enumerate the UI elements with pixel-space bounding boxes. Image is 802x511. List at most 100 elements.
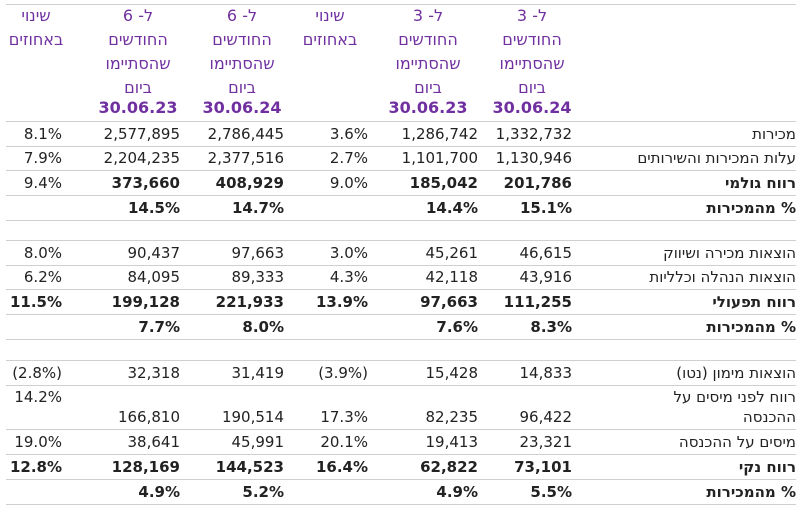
row-label: רווח תפעולי [712,293,796,311]
header-line: שהסתיימו [105,54,171,73]
header-line: ל- 6 [122,6,154,25]
cell-chg6: (2.8%) [12,364,62,382]
header-line: שהסתיימו [499,54,565,73]
cell-6m-2023: 84,095 [127,268,181,286]
cell-6m-2024: 190,514 [221,408,284,426]
cell-chg3: 3.0% [329,244,368,262]
cell-3m-2024: 1,130,946 [495,149,572,167]
row-label: רווח גולמי [724,174,796,192]
row-income-tax: 19.0% 38,641 45,991 20.1% 19,413 23,321 … [6,430,796,455]
row-label: % מהמכירות [706,318,796,336]
row-net-margin: 4.9% 5.2% 4.9% 5.5% % מהמכירות [6,480,796,505]
cell-3m-2024: 5.5% [530,483,572,501]
cell-6m-2024: 144,523 [215,458,284,476]
header-line: שינוי [21,6,51,25]
cell-6m-2023: 2,577,895 [103,125,180,143]
row-admin-expenses: 6.2% 84,095 89,333 4.3% 42,118 43,916 הו… [6,265,796,290]
cell-6m-2024: 5.2% [242,483,284,501]
header-3m-2024: ל- 3 החודשים שהסתיימו ביום [482,4,582,100]
header-chg6: שינוי באחוזים [2,4,70,52]
header-line: ל- 6 [226,6,258,25]
row-label-line1: רווח לפני מיסים על [673,388,797,406]
cell-6m-2023: 4.9% [138,483,180,501]
cell-6m-2023: 90,437 [127,244,181,262]
cell-chg6: 6.2% [23,268,62,286]
cell-chg6: 19.0% [14,433,62,451]
cell-3m-2023: 4.9% [436,483,478,501]
row-operating-profit: 11.5% 199,128 221,933 13.9% 97,663 111,2… [6,290,796,315]
cell-3m-2023: 82,235 [425,408,479,426]
header-line: שהסתיימו [209,54,275,73]
cell-6m-2023: 199,128 [111,293,180,311]
cell-chg6: 11.5% [9,293,62,311]
cell-chg6: 12.8% [9,458,62,476]
row-label: הוצאות הנהלה וכלליות [649,268,796,286]
cell-3m-2024: 96,422 [519,408,573,426]
cell-3m-2023: 7.6% [436,318,478,336]
cell-6m-2023: 128,169 [111,458,180,476]
cell-6m-2023: 38,641 [127,433,181,451]
top-rule [6,4,796,5]
cell-3m-2023: 1,101,700 [401,149,478,167]
cell-3m-2024: 15.1% [519,199,572,217]
cell-3m-2024: 201,786 [503,174,572,192]
cell-chg3: 9.0% [329,174,368,192]
cell-6m-2023: 32,318 [127,364,181,382]
cell-3m-2024: 23,321 [519,433,573,451]
row-sales: 8.1% 2,577,895 2,786,445 3.6% 1,286,742 … [6,121,796,147]
header-line: החודשים [212,30,272,49]
cell-6m-2024: 408,929 [215,174,284,192]
cell-chg3: 16.4% [315,458,368,476]
header-line: באחוזים [302,30,358,49]
row-label: הוצאות מימון (נטו) [676,364,796,382]
cell-chg6: 7.9% [23,149,62,167]
cell-chg3: 4.3% [329,268,368,286]
cell-3m-2023: 62,822 [420,458,478,476]
cell-chg3: 17.3% [320,408,368,426]
row-label: הוצאות מכירה ושיווק [663,244,796,262]
cell-6m-2023: 2,204,235 [103,149,180,167]
cell-6m-2024: 2,786,445 [207,125,284,143]
cell-6m-2024: 45,991 [231,433,285,451]
cell-6m-2024: 97,663 [231,244,285,262]
cell-3m-2024: 73,101 [514,458,572,476]
header-line: ביום [124,78,152,97]
cell-chg6: 9.4% [23,174,62,192]
cell-chg6: 8.1% [23,125,62,143]
header-line: החודשים [108,30,168,49]
row-gross-margin: 14.5% 14.7% 14.4% 15.1% % מהמכירות [6,196,796,221]
cell-6m-2024: 8.0% [242,318,284,336]
header-line: שהסתיימו [395,54,461,73]
header-line: שינוי [315,6,345,25]
row-finance-expenses: (2.8%) 32,318 31,419 (3.9%) 15,428 14,83… [6,360,796,386]
row-label: רווח נקי [738,458,796,476]
cell-6m-2023: 7.7% [138,318,180,336]
cell-chg6: 14.2% [14,388,62,406]
date-3m-2024: 30.06.24 [492,98,572,117]
cell-chg3: 3.6% [329,125,368,143]
date-6m-2023: 30.06.23 [98,98,178,117]
cell-3m-2024: 43,916 [519,268,573,286]
cell-6m-2024: 2,377,516 [207,149,284,167]
cell-chg3: (3.9%) [318,364,368,382]
row-gross-profit: 9.4% 373,660 408,929 9.0% 185,042 201,78… [6,171,796,196]
cell-3m-2023: 185,042 [409,174,478,192]
row-label: % מהמכירות [706,199,796,217]
cell-6m-2023: 373,660 [111,174,180,192]
cell-chg3: 13.9% [315,293,368,311]
header-chg3: שינוי באחוזים [292,4,368,52]
cell-3m-2024: 111,255 [503,293,572,311]
row-profit-before-tax: 14.2% 166,810 190,514 17.3% 82,235 96,42… [6,385,796,430]
cell-3m-2023: 1,286,742 [401,125,478,143]
row-cost-of-sales: 7.9% 2,204,235 2,377,516 2.7% 1,101,700 … [6,146,796,171]
date-6m-2024: 30.06.24 [202,98,282,117]
header-line: ביום [228,78,256,97]
header-line: באחוזים [8,30,64,49]
cell-6m-2023: 14.5% [127,199,180,217]
cell-3m-2023: 45,261 [425,244,479,262]
header-3m-2023: ל- 3 החודשים שהסתיימו ביום [376,4,480,100]
cell-6m-2024: 221,933 [215,293,284,311]
cell-chg6: 8.0% [23,244,62,262]
header-line: ביום [518,78,546,97]
